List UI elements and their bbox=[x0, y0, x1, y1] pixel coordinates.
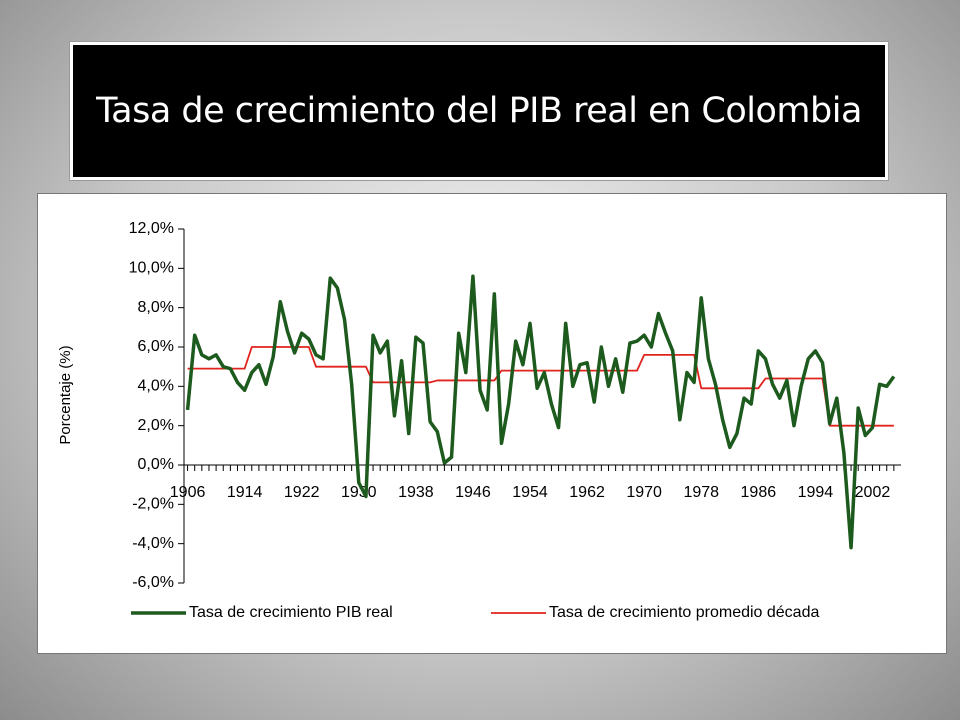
chart-title: Tasa de crecimiento del PIB real en Colo… bbox=[96, 91, 862, 131]
x-tick-label: 1922 bbox=[284, 484, 320, 501]
x-tick-label: 1930 bbox=[341, 484, 377, 501]
x-tick-label: 2002 bbox=[855, 484, 891, 501]
y-tick-label: -2,0% bbox=[132, 496, 174, 513]
chart-box: Porcentaje (%) -6,0% -4,0% -2,0% 0,0% 2,0% 4,… bbox=[37, 193, 947, 654]
legend-label: Tasa de crecimiento promedio década bbox=[549, 604, 819, 621]
x-tick-label: 1978 bbox=[683, 484, 719, 501]
data-line bbox=[185, 274, 896, 550]
x-tick-label: 1970 bbox=[626, 484, 662, 501]
chart: Porcentaje (%) -6,0% -4,0% -2,0% 0,0% 2,0% 4,… bbox=[57, 220, 901, 621]
x-tick-label: 1946 bbox=[455, 484, 491, 501]
y-tick-label: 0,0% bbox=[138, 456, 174, 473]
y-tick-label: 10,0% bbox=[129, 260, 174, 277]
y-tick-label: 12,0% bbox=[129, 220, 174, 237]
x-tick-label: 1938 bbox=[398, 484, 434, 501]
title-box: Tasa de crecimiento del PIB real en Colo… bbox=[70, 42, 888, 180]
x-tick-label: 1906 bbox=[170, 484, 206, 501]
legend-label: Tasa de crecimiento PIB real bbox=[189, 604, 393, 621]
x-tick-label: 1986 bbox=[741, 484, 777, 501]
x-tick-label: 1914 bbox=[227, 484, 263, 501]
y-tick-label: -6,0% bbox=[132, 574, 174, 591]
x-tick-label: 1994 bbox=[798, 484, 834, 501]
y-tick-label: 4,0% bbox=[138, 378, 174, 395]
x-tick-label: 1962 bbox=[569, 484, 605, 501]
y-tick-label: 6,0% bbox=[138, 338, 174, 355]
x-tick-label: 1954 bbox=[512, 484, 548, 501]
data-line bbox=[187, 346, 894, 427]
y-axis-label: Porcentaje (%) bbox=[57, 345, 74, 444]
y-tick-label: 8,0% bbox=[138, 299, 174, 316]
y-tick-label: -4,0% bbox=[132, 535, 174, 552]
y-tick-label: 2,0% bbox=[138, 417, 174, 434]
